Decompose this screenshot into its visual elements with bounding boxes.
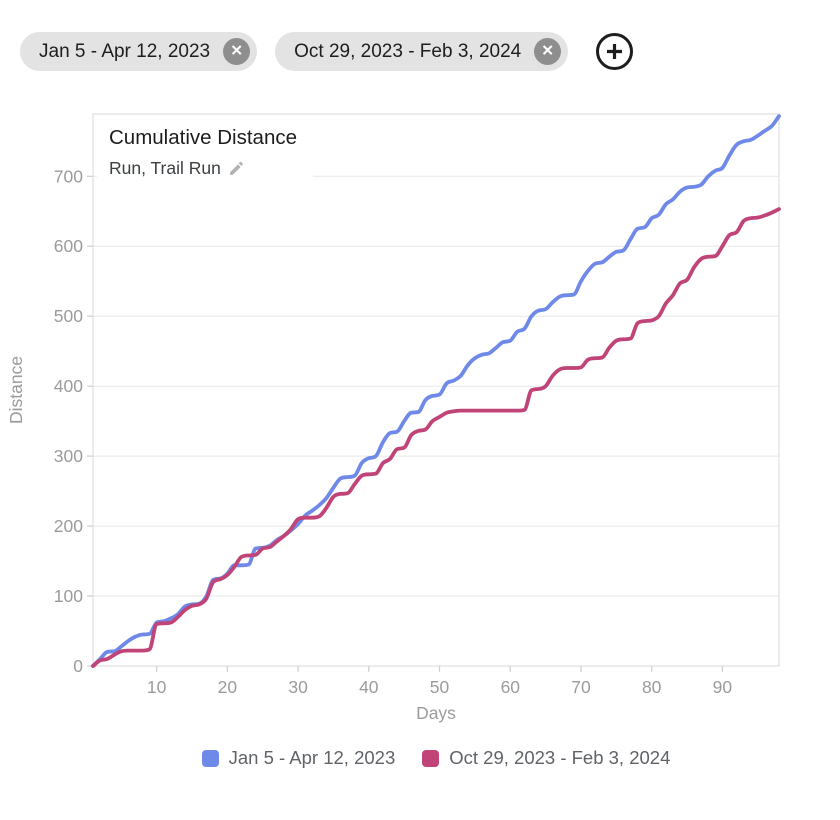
- chart-title: Cumulative Distance: [109, 126, 297, 149]
- add-date-range-button[interactable]: [596, 33, 634, 70]
- y-tick-label: 400: [54, 376, 83, 396]
- x-tick-label: 80: [642, 677, 662, 697]
- date-range-chip-2[interactable]: Oct 29, 2023 - Feb 3, 2024 ✕: [275, 32, 569, 71]
- chip-close-button[interactable]: ✕: [223, 38, 251, 65]
- x-tick-label: 20: [218, 677, 238, 697]
- y-tick-label: 500: [54, 306, 83, 326]
- x-tick-label: 40: [359, 677, 379, 697]
- x-tick-label: 10: [147, 677, 167, 697]
- y-axis-title: Distance: [6, 356, 26, 424]
- x-tick-label: 30: [288, 677, 308, 697]
- legend-item: Oct 29, 2023 - Feb 3, 2024: [422, 747, 670, 769]
- close-icon: ✕: [230, 42, 243, 60]
- y-tick-label: 200: [54, 516, 83, 536]
- date-range-chip-label: Jan 5 - Apr 12, 2023: [39, 40, 211, 62]
- x-axis-title: Days: [416, 703, 456, 723]
- edit-pencil-icon[interactable]: [228, 160, 245, 177]
- chart-subtitle: Run, Trail Run: [109, 158, 221, 178]
- series-line-0: [91, 114, 781, 668]
- legend-item: Jan 5 - Apr 12, 2023: [201, 747, 396, 769]
- legend-label: Jan 5 - Apr 12, 2023: [228, 747, 396, 768]
- chip-close-button[interactable]: ✕: [534, 38, 562, 65]
- y-tick-label: 100: [54, 586, 83, 606]
- chart-plot: 0 100 200 300 400 500 600 700 10 20 30 40 50 60 70 80 90…: [6, 113, 781, 723]
- legend-swatch: [422, 749, 440, 767]
- series-line-1: [91, 207, 781, 668]
- chart-legend: Jan 5 - Apr 12, 2023 Oct 29, 2023 - Feb 3…: [93, 747, 779, 769]
- chart-subtitle-row: Run, Trail Run: [109, 157, 297, 179]
- y-tick-label: 300: [54, 446, 83, 466]
- legend-swatch: [201, 749, 219, 767]
- close-icon: ✕: [541, 42, 554, 60]
- x-tick-label: 60: [501, 677, 521, 697]
- legend-label: Oct 29, 2023 - Feb 3, 2024: [449, 747, 671, 768]
- x-tick-label: 50: [430, 677, 450, 697]
- x-tick-label: 70: [571, 677, 591, 697]
- y-tick-label: 600: [54, 236, 83, 256]
- y-tick-label: 700: [54, 166, 83, 186]
- date-range-filter-bar: Jan 5 - Apr 12, 2023 ✕ Oct 29, 2023 - Fe…: [20, 32, 634, 71]
- date-range-chip-label: Oct 29, 2023 - Feb 3, 2024: [294, 40, 522, 62]
- plot-border: [92, 113, 780, 667]
- chart-header: Cumulative Distance Run, Trail Run: [97, 118, 313, 188]
- date-range-chip-1[interactable]: Jan 5 - Apr 12, 2023 ✕: [20, 32, 258, 71]
- plus-icon: [607, 44, 623, 59]
- x-tick-label: 90: [713, 677, 733, 697]
- y-tick-label: 0: [73, 656, 83, 676]
